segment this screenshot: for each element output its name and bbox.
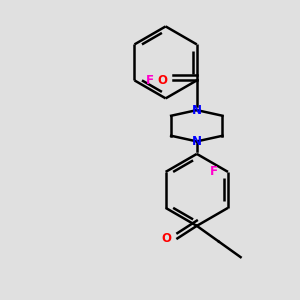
Text: O: O (158, 74, 168, 87)
Text: F: F (146, 74, 153, 87)
Text: O: O (162, 232, 172, 245)
Text: N: N (192, 135, 202, 148)
Text: N: N (192, 103, 202, 117)
Text: F: F (210, 165, 218, 178)
